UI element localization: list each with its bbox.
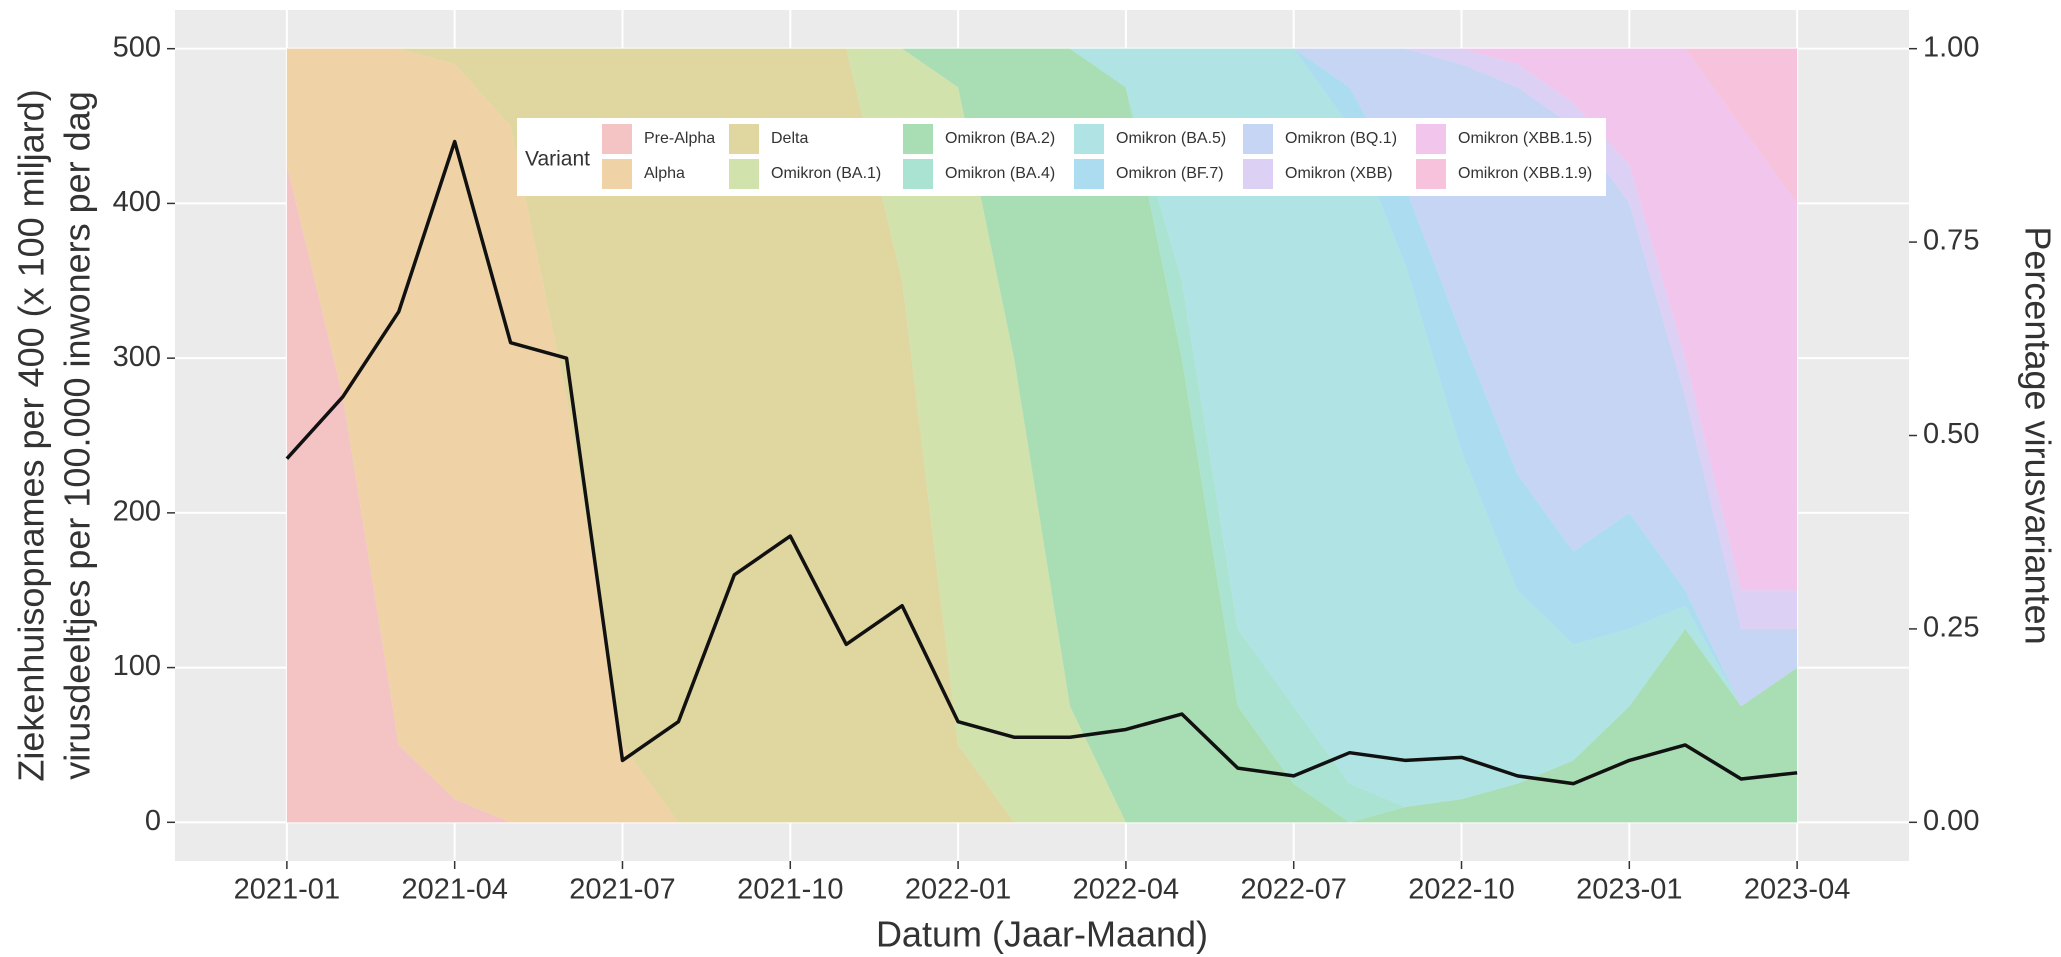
legend-key [1074,124,1104,154]
y2-tick-label: 0.00 [1923,805,1979,837]
y-axis-label: Ziekenhuisopnames per 400 (x 100 miljard… [11,89,52,781]
legend-label: Delta [771,130,808,147]
legend-key [1243,124,1273,154]
legend-key [1416,159,1446,189]
y2-tick-label: 1.00 [1923,31,1979,63]
line [285,139,1798,786]
y2-tick-label: 0.25 [1923,612,1979,644]
legend-label: Omikron (BA.2) [945,130,1055,147]
x-axis-label: Datum (Jaar-Maand) [876,914,1208,955]
legend-key [602,124,632,154]
legend-label: Pre-Alpha [644,130,715,147]
variant-area [286,48,1798,807]
legend-label: Alpha [644,165,685,182]
legend: Variant Pre-Alpha Alpha Delta Omikron (BA.1)… [517,118,1606,196]
legend-key [729,159,759,189]
variant-area [286,48,1798,823]
legend-key [903,159,933,189]
legend-key [1074,159,1104,189]
legend-key [729,124,759,154]
variant-area [286,48,1798,823]
y-tick-label: 400 [113,186,161,218]
y-tick-label: 500 [113,31,161,63]
x-tick-label: 2022-07 [1240,874,1346,906]
x-tick-label: 2022-10 [1408,874,1514,906]
legend-key [1416,124,1446,154]
x-tick-label: 2021-01 [234,874,340,906]
variant-area [286,48,1798,823]
y-tick-label: 200 [113,496,161,528]
variant-area [286,48,1798,591]
y2-tick-label: 0.75 [1923,225,1979,257]
legend-label: Omikron (XBB) [1285,165,1393,182]
x-tick-label: 2023-01 [1576,874,1682,906]
legend-label: Omikron (BF.7) [1116,165,1224,182]
legend-title: Variant [525,148,590,171]
legend-key [602,159,632,189]
y-tick-label: 0 [145,805,161,837]
y-axis-label: virusdeeltjes per 100.000 inwoners per d… [57,91,98,779]
y2-axis-label: Percentage virusvarianten [2017,226,2058,644]
legend-key [903,124,933,154]
x-tick-label: 2022-04 [1073,874,1179,906]
y2-tick-label: 0.50 [1923,418,1979,450]
legend-label: Omikron (XBB.1.9) [1458,165,1592,182]
variant-area [286,48,1798,707]
x-tick-label: 2021-07 [569,874,675,906]
legend-key [1243,159,1273,189]
legend-label: Omikron (XBB.1.5) [1458,130,1592,147]
legend-label: Omikron (BA.5) [1116,130,1226,147]
legend-label: Omikron (BA.1) [771,165,881,182]
variant-area [286,48,1798,823]
legend-label: Omikron (BA.4) [945,165,1055,182]
legend-label: Omikron (BQ.1) [1285,130,1397,147]
y-tick-label: 100 [113,650,161,682]
x-tick-label: 2023-04 [1744,874,1850,906]
x-tick-label: 2022-01 [905,874,1011,906]
x-tick-label: 2021-10 [737,874,843,906]
y-tick-label: 300 [113,341,161,373]
x-tick-label: 2021-04 [401,874,507,906]
